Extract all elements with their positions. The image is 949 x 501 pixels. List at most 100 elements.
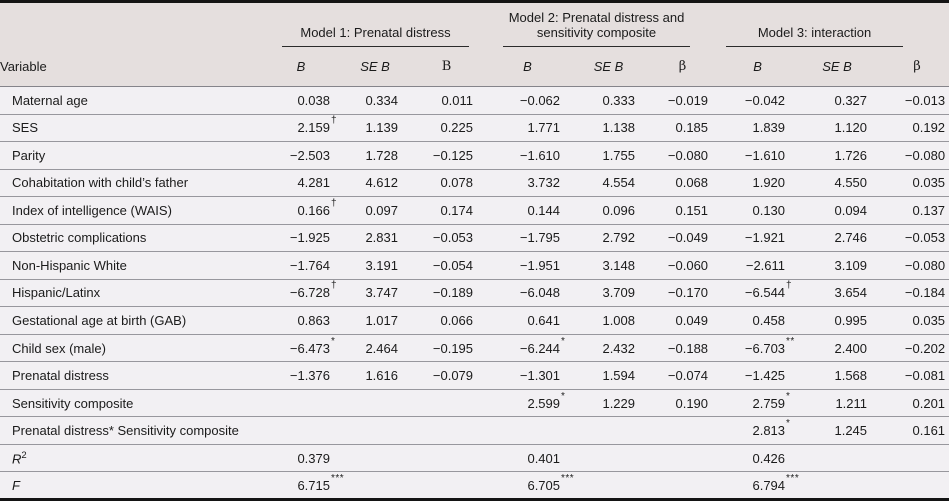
variable-label: Obstetric complications — [12, 230, 147, 246]
value-cell: −1.764 — [289, 257, 330, 273]
value-cell: −0.054 — [432, 257, 474, 273]
value-cell — [639, 444, 712, 472]
value-cell: −0.189 — [432, 285, 474, 301]
variable-label: Child sex (male) — [12, 340, 106, 356]
value-cell — [402, 389, 477, 417]
value-cell: −0.184 — [904, 285, 946, 301]
value-cell: −0.074 — [667, 368, 709, 384]
variable-label: Sensitivity composite — [12, 395, 134, 411]
value-cell: 1.139 — [365, 120, 398, 136]
value-cell: 0.035 — [912, 313, 946, 329]
value-cell: 0.379 — [297, 450, 330, 466]
model2-header-label: Model 2: Prenatal distress and sensitivi… — [503, 10, 691, 47]
variable-label: Cohabitation with child’s father — [12, 175, 189, 191]
value-cell — [871, 472, 949, 500]
value-cell: 1.755 — [602, 147, 636, 163]
group-header-spacer — [0, 1, 254, 47]
stat-header-0: B — [254, 46, 334, 87]
value-cell: −0.049 — [667, 230, 709, 246]
value-cell: 1.017 — [365, 313, 398, 329]
value-cell — [871, 444, 949, 472]
value-cell: −1.376 — [289, 368, 330, 384]
value-cell: 0.094 — [834, 202, 868, 218]
value-cell: 4.612 — [365, 175, 398, 191]
variable-label: Hispanic/Latinx — [12, 285, 101, 301]
stat-header-8: β — [871, 46, 949, 87]
value-cell: −1.610 — [744, 147, 786, 163]
value-cell: −2.503 — [289, 147, 330, 163]
value-cell: 2.813 * — [752, 418, 791, 439]
stat-header-1: SE B — [334, 46, 402, 87]
value-cell: −6.544 † — [744, 280, 793, 301]
value-cell: 6.715 *** — [297, 472, 345, 493]
value-cell: −0.019 — [667, 92, 709, 108]
value-cell: 0.327 — [834, 92, 868, 108]
value-cell: −0.080 — [904, 257, 946, 273]
value-cell: 0.068 — [675, 175, 709, 191]
table-row: Parity −2.503 1.728 −0.125 −1.610 1.755 −0.080… — [0, 141, 949, 170]
value-cell: 0.334 — [365, 92, 398, 108]
value-cell: −0.170 — [667, 285, 709, 301]
table-row: Hispanic/Latinx −6.728 † 3.747 −0.189 −6.048 3… — [0, 279, 949, 307]
value-cell: 4.554 — [602, 175, 636, 191]
value-cell: −6.728 † — [289, 280, 338, 301]
table-body: Maternal age 0.038 0.334 0.011 −0.062 0.333 −0… — [0, 87, 949, 500]
value-cell — [254, 389, 334, 417]
value-cell — [334, 417, 402, 445]
value-cell: −2.611 — [745, 257, 786, 273]
value-cell: 0.458 — [752, 313, 786, 329]
value-cell: 0.401 — [527, 450, 561, 466]
value-cell: 0.333 — [602, 92, 636, 108]
value-cell — [334, 444, 402, 472]
value-cell: −0.188 — [667, 340, 709, 356]
value-cell: 0.151 — [675, 202, 709, 218]
value-cell: 0.190 — [675, 395, 709, 411]
value-cell — [402, 472, 477, 500]
model1-header: Model 1: Prenatal distress — [254, 1, 478, 47]
value-cell: 0.426 — [752, 450, 786, 466]
value-cell: 4.281 — [297, 175, 330, 191]
value-cell: 1.138 — [602, 120, 636, 136]
value-cell — [789, 472, 871, 500]
value-cell: 0.035 — [912, 175, 946, 191]
value-cell: −0.060 — [667, 257, 709, 273]
table-row: Non-Hispanic White −1.764 3.191 −0.054 −1.95… — [0, 251, 949, 280]
table-row: Maternal age 0.038 0.334 0.011 −0.062 0.333 −0… — [0, 87, 949, 115]
value-cell: 0.144 — [527, 202, 561, 218]
value-cell: 0.192 — [912, 120, 946, 136]
value-cell — [402, 417, 477, 445]
value-cell: 1.120 — [834, 120, 868, 136]
value-cell: 2.599 * — [527, 390, 566, 411]
value-cell: 0.201 — [912, 395, 946, 411]
value-cell: 2.746 — [834, 230, 868, 246]
value-cell: 1.771 — [527, 120, 561, 136]
stat-header-6: B — [712, 46, 790, 87]
value-cell: 0.185 — [675, 120, 709, 136]
model3-header: Model 3: interaction — [712, 1, 949, 47]
value-cell: 0.863 — [297, 313, 330, 329]
value-cell: 3.109 — [834, 257, 868, 273]
variable-label: Gestational age at birth (GAB) — [12, 313, 187, 329]
value-cell: 3.191 — [365, 257, 398, 273]
stat-header-4: SE B — [564, 46, 640, 87]
variable-label: Parity — [12, 147, 46, 163]
value-cell: 1.568 — [834, 368, 868, 384]
value-cell: −1.921 — [744, 230, 786, 246]
value-cell: −6.048 — [519, 285, 561, 301]
value-cell: −1.795 — [519, 230, 561, 246]
table-row: Obstetric complications −1.925 2.831 −0.053… — [0, 224, 949, 252]
value-cell: −0.080 — [904, 147, 946, 163]
value-cell — [564, 472, 639, 500]
value-cell: 2.792 — [602, 230, 636, 246]
value-cell: −1.610 — [519, 147, 561, 163]
value-cell: −0.079 — [432, 368, 474, 384]
value-cell: −0.053 — [432, 230, 474, 246]
value-cell: 1.728 — [365, 147, 398, 163]
value-cell: −0.042 — [744, 92, 786, 108]
value-cell: 3.148 — [602, 257, 636, 273]
variable-label: R2 — [12, 450, 27, 467]
variable-label: SES — [12, 120, 39, 136]
